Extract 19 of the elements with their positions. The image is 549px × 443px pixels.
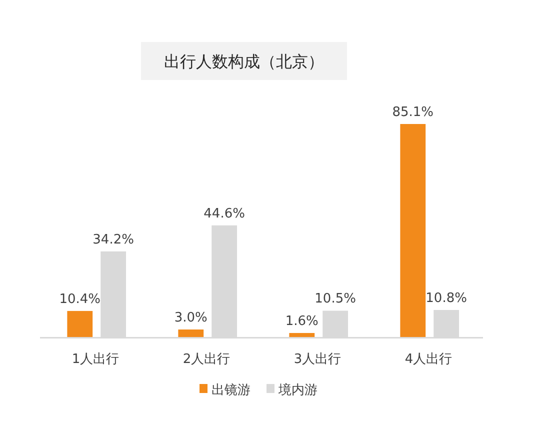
x-tick-label: 2人出行 [182, 352, 230, 367]
bar [178, 329, 204, 337]
data-label: 3.0% [174, 310, 208, 326]
data-label: 10.5% [314, 292, 356, 307]
x-tick-label: 1人出行 [72, 352, 120, 367]
data-label: 34.2% [92, 232, 134, 248]
legend-label: 出镜游 [212, 383, 250, 398]
data-label: 10.4% [59, 292, 101, 307]
bar [400, 124, 426, 337]
x-tick-label: 3人出行 [294, 352, 342, 367]
data-label: 44.6% [204, 206, 245, 222]
data-label: 1.6% [285, 314, 318, 329]
legend-label: 境内游 [278, 382, 318, 398]
x-tick-label: 4人出行 [404, 352, 452, 367]
bar [289, 332, 315, 337]
bar [67, 310, 93, 337]
data-label: 10.8% [426, 290, 467, 306]
data-label: 85.1% [392, 105, 434, 120]
chart-title: 出行人数构成（北京） [164, 52, 324, 71]
